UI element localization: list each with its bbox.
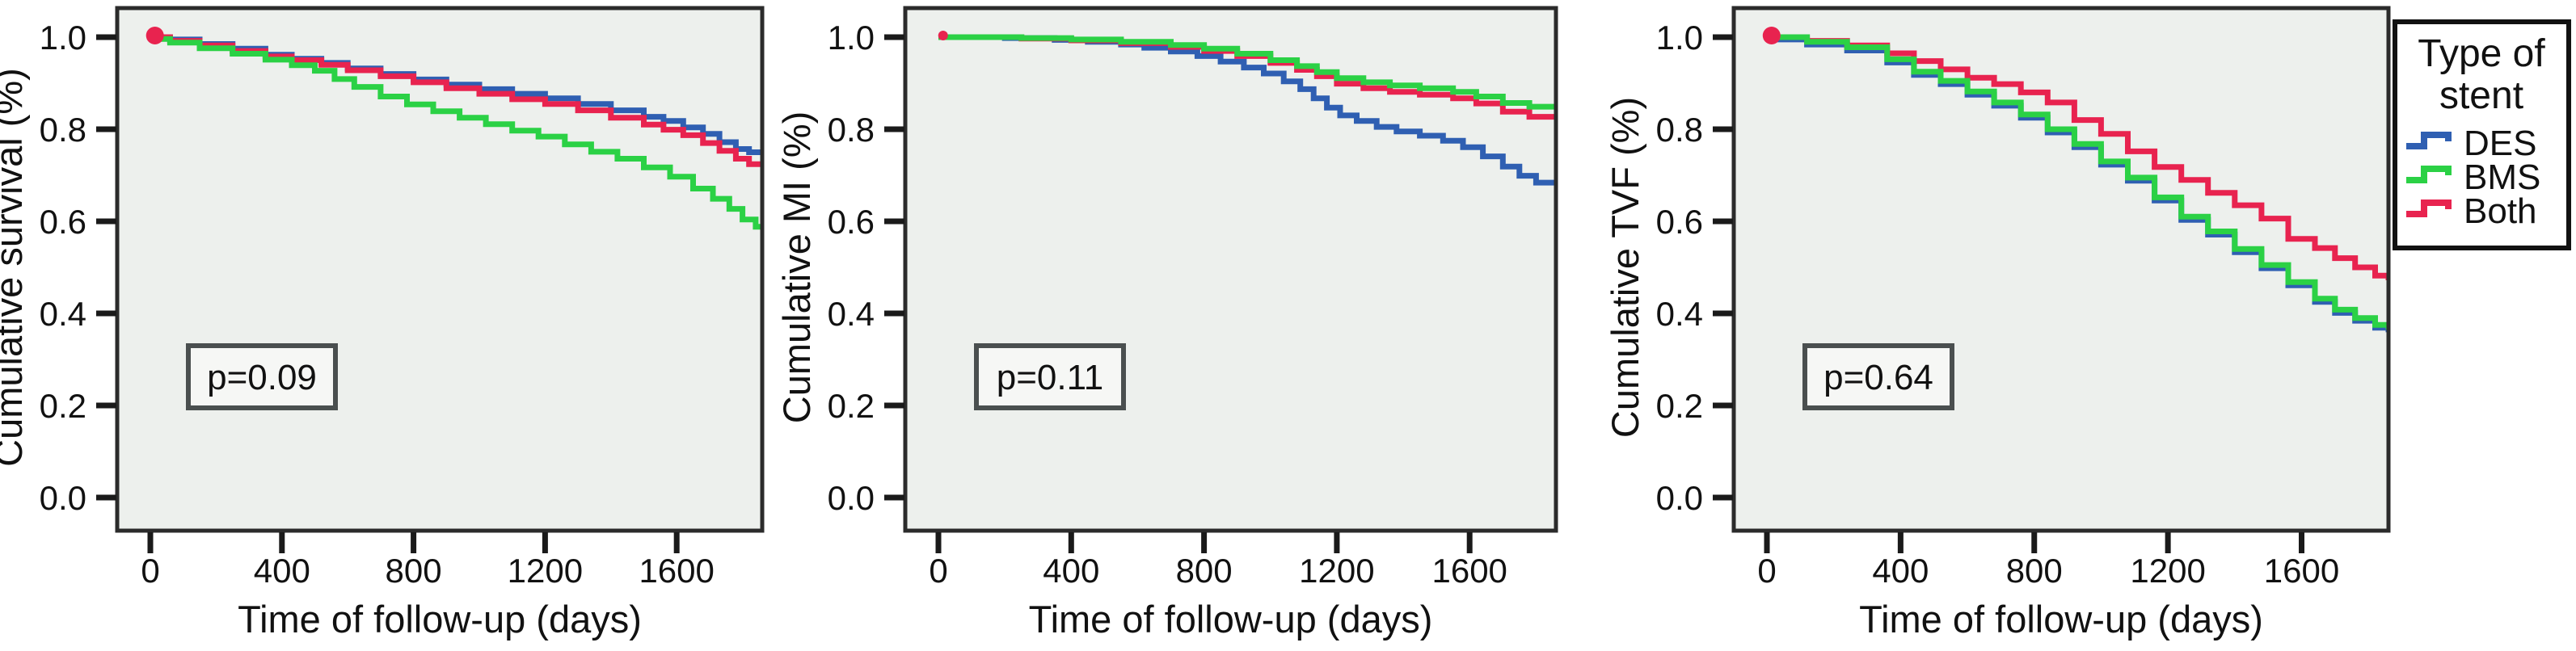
y-tick-label: 0.8 <box>1656 111 1703 149</box>
y-axis-label: Cumulative survival (%) <box>0 68 30 467</box>
km-curves <box>1762 27 2387 333</box>
x-tick-label: 400 <box>254 552 310 590</box>
x-tick-label: 800 <box>1176 552 1233 590</box>
legend: Type of stent DES BMS Both <box>2393 19 2571 250</box>
y-tick-label: 0.0 <box>40 479 86 517</box>
legend-title-line1: Type of <box>2418 32 2545 75</box>
y-tick-label: 0.2 <box>1656 387 1703 425</box>
y-axis-label: Cumulative TVF (%) <box>1604 97 1646 438</box>
y-tick-label: 0.2 <box>828 387 875 425</box>
axis-ticks: 1.0 0.8 0.6 0.4 0.2 0.0 0 400 800 1200 1600 <box>828 19 1507 590</box>
y-tick-label: 1.0 <box>828 19 875 57</box>
y-tick-label: 0.4 <box>40 295 86 333</box>
p-value-box-frame <box>186 343 338 410</box>
plot-border <box>1731 6 2391 533</box>
survival-chart-panel: 1.0 0.8 0.6 0.4 0.2 0.0 0 400 800 1200 1600 Cumula… <box>0 6 765 640</box>
km-curves <box>145 27 761 230</box>
y-tick-label: 0.6 <box>1656 203 1703 241</box>
axis-ticks: 1.0 0.8 0.6 0.4 0.2 0.0 0 400 800 1200 1600 <box>1656 19 2340 590</box>
y-tick-label: 0.2 <box>40 387 86 425</box>
x-tick-label: 1600 <box>1431 552 1507 590</box>
y-tick-label: 0.8 <box>828 111 875 149</box>
x-tick-label: 1600 <box>639 552 714 590</box>
x-tick-label: 1200 <box>508 552 583 590</box>
both-step-line-icon <box>2406 200 2452 217</box>
x-tick-label: 1200 <box>1299 552 1374 590</box>
legend-item-bms: BMS <box>2406 158 2540 197</box>
legend-item-both: Both <box>2406 191 2537 231</box>
legend-title-line2: stent <box>2439 74 2523 117</box>
x-axis-label: Time of follow-up (days) <box>238 598 642 640</box>
p-value-text: p=0.64 <box>1823 358 1933 397</box>
x-tick-label: 400 <box>1872 552 1929 590</box>
x-tick-label: 0 <box>141 552 159 590</box>
x-tick-label: 1600 <box>2264 552 2339 590</box>
axis-ticks: 1.0 0.8 0.6 0.4 0.2 0.0 0 400 800 1200 1600 <box>40 19 715 590</box>
y-tick-label: 0.6 <box>40 203 86 241</box>
both-start-dot <box>145 27 164 44</box>
both-start-dot <box>938 31 948 40</box>
legend-item-label: BMS <box>2464 158 2540 197</box>
y-tick-label: 0.4 <box>828 295 875 333</box>
plot-border <box>903 6 1558 533</box>
y-tick-label: 1.0 <box>1656 19 1703 57</box>
plot-border <box>115 6 765 533</box>
x-tick-label: 800 <box>2006 552 2063 590</box>
x-tick-label: 1200 <box>2130 552 2205 590</box>
p-value-text: p=0.11 <box>997 358 1104 397</box>
p-value-box: p=0.64 <box>1802 343 1954 410</box>
y-tick-label: 0.0 <box>1656 479 1703 517</box>
km-curves <box>938 31 1554 186</box>
y-axis-label: Cumulative MI (%) <box>775 111 818 424</box>
legend-item-label: DES <box>2464 124 2536 163</box>
y-tick-label: 0.0 <box>828 479 875 517</box>
y-tick-label: 0.8 <box>40 111 86 149</box>
legend-item-label: Both <box>2464 191 2537 231</box>
des-step-line-icon <box>2406 132 2452 149</box>
both-start-dot <box>1762 27 1781 44</box>
km-curve-bms <box>150 36 761 230</box>
x-tick-label: 0 <box>929 552 947 590</box>
plot-area <box>905 8 1556 531</box>
p-value-box: p=0.11 <box>974 343 1126 410</box>
y-tick-label: 1.0 <box>40 19 86 57</box>
tvf-chart-panel: 1.0 0.8 0.6 0.4 0.2 0.0 0 400 800 1200 1600 Cumula… <box>1604 6 2391 640</box>
x-axis-label: Time of follow-up (days) <box>1859 598 2263 640</box>
y-tick-label: 0.4 <box>1656 295 1703 333</box>
bms-step-line-icon <box>2406 166 2452 183</box>
legend-item-des: DES <box>2406 124 2536 163</box>
km-curve-bms <box>938 34 1554 110</box>
plot-area <box>117 8 762 531</box>
p-value-box: p=0.09 <box>186 343 338 410</box>
p-value-box-frame <box>974 343 1126 410</box>
x-tick-label: 0 <box>1757 552 1776 590</box>
x-tick-label: 400 <box>1043 552 1099 590</box>
mi-chart-panel: 1.0 0.8 0.6 0.4 0.2 0.0 0 400 800 1200 1600 Cumula… <box>775 6 1558 640</box>
p-value-box-frame <box>1802 343 1954 410</box>
km-curve-bms <box>1767 34 2387 330</box>
x-tick-label: 800 <box>386 552 442 590</box>
x-axis-label: Time of follow-up (days) <box>1029 598 1433 640</box>
p-value-text: p=0.09 <box>207 358 317 397</box>
y-tick-label: 0.6 <box>828 203 875 241</box>
